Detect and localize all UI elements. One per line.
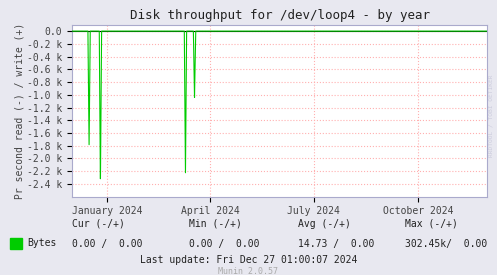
Text: 14.73 /  0.00: 14.73 / 0.00	[298, 240, 375, 249]
Text: 0.00 /  0.00: 0.00 / 0.00	[72, 240, 143, 249]
Text: RRDTOOL / TOBI OETIKER: RRDTOOL / TOBI OETIKER	[488, 74, 493, 157]
Text: Max (-/+): Max (-/+)	[405, 219, 458, 229]
Text: 0.00 /  0.00: 0.00 / 0.00	[189, 240, 259, 249]
Text: Munin 2.0.57: Munin 2.0.57	[219, 267, 278, 275]
Text: Avg (-/+): Avg (-/+)	[298, 219, 351, 229]
Title: Disk throughput for /dev/loop4 - by year: Disk throughput for /dev/loop4 - by year	[130, 9, 429, 22]
Text: Bytes: Bytes	[27, 238, 57, 248]
Y-axis label: Pr second read (-) / write (+): Pr second read (-) / write (+)	[14, 23, 24, 199]
Text: Cur (-/+): Cur (-/+)	[72, 219, 125, 229]
Text: 302.45k/  0.00: 302.45k/ 0.00	[405, 240, 487, 249]
Text: Last update: Fri Dec 27 01:00:07 2024: Last update: Fri Dec 27 01:00:07 2024	[140, 255, 357, 265]
Text: Min (-/+): Min (-/+)	[189, 219, 242, 229]
